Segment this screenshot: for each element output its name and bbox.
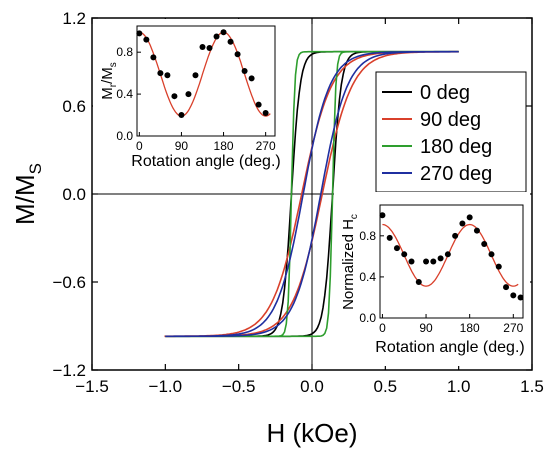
legend-label: 270 deg	[420, 163, 492, 185]
x-axis-label: H (kOe)	[267, 418, 358, 448]
y-tick-label: 0.6	[62, 97, 86, 116]
hysteresis-loop-270-deg	[165, 50, 459, 338]
inset-remanence-data-point	[227, 38, 234, 45]
inset-coercivity-data-point	[408, 258, 415, 265]
inset-coercivity-data-point	[415, 279, 422, 286]
inset-remanence-data-point	[255, 101, 262, 108]
inset-remanence-y-label-sub1: r	[108, 83, 119, 87]
inset-remanence-data-point	[150, 54, 157, 61]
y-tick-label: −0.6	[52, 273, 86, 292]
legend-label: 0 deg	[420, 82, 470, 104]
hysteresis-curves	[164, 50, 459, 338]
inset-coercivity-data-point	[459, 220, 466, 227]
inset-remanence-data-point	[248, 75, 255, 82]
inset-coercivity-data-point	[517, 294, 524, 301]
inset-remanence-data-point	[220, 29, 227, 36]
inset-remanence-data-point	[136, 30, 143, 37]
inset-coercivity-background	[334, 192, 530, 366]
inset-remanence-x-tick-label: 270	[256, 139, 276, 153]
inset-remanence-x-tick-label: 0	[136, 139, 143, 153]
inset-coercivity-data-point	[437, 255, 444, 262]
y-axis-label-main: M/M	[10, 174, 40, 225]
inset-remanence-data-point	[171, 93, 178, 100]
main-axis-ticks: −1.5 −1.0 −0.5 0.0 0.5 1.0 1.5 1.2 0.6 0.0 −0.6 −1.…	[52, 9, 543, 396]
y-tick-label: 1.2	[62, 9, 86, 28]
svg-text:M/MS: M/MS	[10, 163, 45, 225]
y-axis-label-sub: S	[26, 163, 45, 174]
inset-coercivity-y-tick-label: 0.4	[359, 270, 376, 284]
inset-coercivity-data-point	[452, 232, 459, 239]
inset-coercivity-x-tick-label: 270	[503, 321, 523, 335]
inset-remanence-data-point	[157, 70, 164, 77]
inset-remanence-data-point	[164, 72, 171, 79]
inset-remanence-data-point	[213, 33, 220, 40]
x-tick-label: 1.5	[520, 377, 544, 396]
inset-coercivity-y-label: Normalized Hc	[340, 214, 360, 310]
inset-remanence-data-point	[192, 72, 199, 79]
inset-coercivity-data-point	[379, 212, 386, 219]
y-axis-label: M/MS	[10, 163, 45, 225]
x-tick-label: 0.0	[300, 377, 324, 396]
inset-remanence-data-point	[206, 45, 213, 51]
y-tick-label: 0.0	[62, 185, 86, 204]
inset-coercivity-data-point	[503, 284, 510, 291]
inset-remanence-y-label-sub2: s	[108, 62, 119, 67]
inset-coercivity-data-point	[473, 227, 480, 234]
inset-remanence-y-tick-label: 0.0	[116, 129, 133, 143]
legend: 0 deg 90 deg 180 deg 270 deg	[375, 71, 527, 193]
inset-remanence-frame	[136, 25, 276, 137]
inset-coercivity-data-point	[444, 251, 451, 258]
inset-coercivity-data-point	[495, 263, 502, 270]
inset-coercivity-data-point	[401, 251, 408, 258]
x-tick-label: −0.5	[222, 377, 256, 396]
inset-coercivity-data-point	[430, 258, 437, 265]
inset-coercivity-x-tick-label: 90	[419, 321, 433, 335]
inset-remanence-data-point	[234, 51, 241, 58]
inset-coercivity-data-point	[393, 245, 400, 252]
x-tick-label: 0.5	[374, 377, 398, 396]
x-tick-label: −1.5	[75, 377, 109, 396]
inset-remanence-x-tick-label: 90	[175, 139, 189, 153]
inset-coercivity-data-point	[423, 258, 430, 265]
inset-coercivity-x-tick-label: 0	[379, 321, 386, 335]
inset-coercivity-x-tick-label: 180	[460, 321, 480, 335]
inset-coercivity-data-point	[386, 234, 393, 241]
inset-remanence-data-point	[143, 36, 150, 43]
inset-remanence-y-tick-label: 0.4	[116, 87, 133, 101]
inset-remanence-data-point	[241, 68, 248, 75]
inset-coercivity-x-label: Rotation angle (deg.)	[375, 339, 524, 356]
inset-remanence-x-label: Rotation angle (deg.)	[131, 153, 280, 170]
inset-remanence-y-tick-label: 0.8	[116, 45, 133, 59]
inset-coercivity-data-point	[510, 292, 517, 299]
inset-remanence-data-point	[185, 91, 192, 98]
inset-coercivity-y-tick-label: 0.8	[359, 229, 376, 243]
inset-remanence-x-tick-label: 180	[214, 139, 234, 153]
inset-coercivity-frame	[379, 204, 524, 319]
inset-coercivity: 0 90 180 270 0.0 0.4 0.8 Rotation angle (deg.)…	[334, 192, 530, 366]
x-tick-label: −1.0	[149, 377, 183, 396]
inset-remanence-y-label-main: M	[99, 87, 116, 100]
inset-remanence-y-label: Mr/Ms	[99, 62, 119, 100]
inset-coercivity-y-label-sub: c	[349, 214, 360, 219]
hysteresis-loop-180-deg	[165, 50, 459, 338]
inset-coercivity-y-tick-label: 0.0	[359, 311, 376, 325]
legend-label: 180 deg	[420, 136, 492, 158]
inset-coercivity-y-label-main: Normalized H	[340, 219, 357, 310]
inset-remanence-data-point	[178, 112, 185, 119]
inset-remanence-data-point	[199, 43, 206, 50]
x-tick-label: 1.0	[447, 377, 471, 396]
legend-label: 90 deg	[420, 109, 481, 131]
inset-coercivity-data-point	[481, 241, 488, 248]
inset-remanence-data-point	[262, 109, 269, 116]
inset-remanence: 0 90 180 270 0.0 0.4 0.8 Rotation angle (deg.)…	[93, 19, 283, 171]
y-tick-label: −1.2	[52, 361, 86, 380]
inset-remanence-fit-curve	[139, 31, 271, 117]
inset-coercivity-data-point	[466, 214, 473, 221]
inset-coercivity-data-point	[488, 251, 495, 258]
inset-remanence-y-label-mid: /M	[99, 67, 116, 84]
